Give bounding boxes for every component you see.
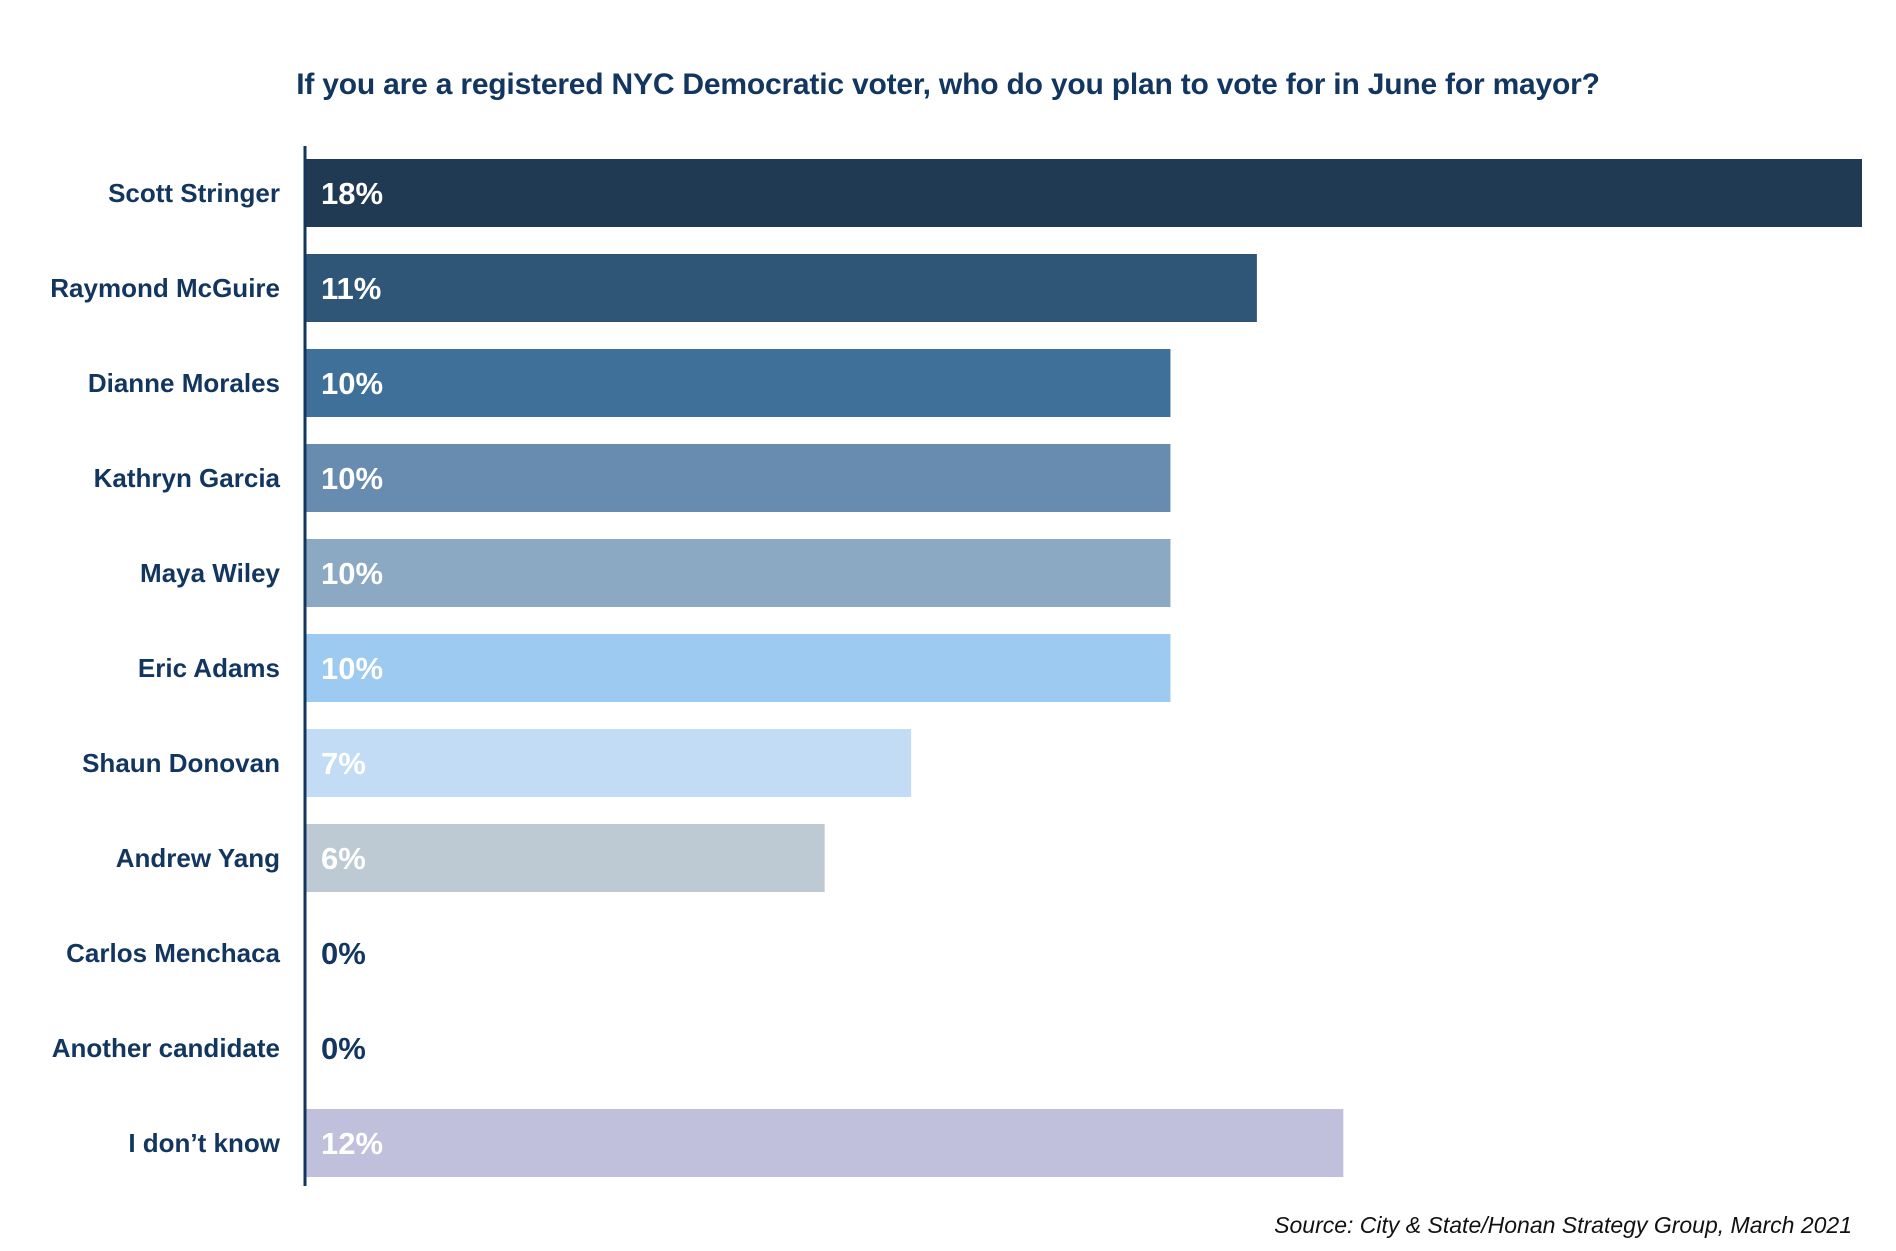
chart-source: Source: City & State/Honan Strategy Grou… <box>1274 1212 1852 1238</box>
value-label: 12% <box>321 1126 383 1161</box>
bar-1 <box>306 254 1257 322</box>
value-label: 10% <box>321 461 383 496</box>
category-label: Shaun Donovan <box>82 748 280 778</box>
bar-10 <box>306 1109 1344 1177</box>
bar-3 <box>306 444 1171 512</box>
category-label: Dianne Morales <box>88 368 280 398</box>
value-label: 10% <box>321 366 383 401</box>
bar-6 <box>306 729 912 797</box>
category-label: Scott Stringer <box>108 178 280 208</box>
category-label: Maya Wiley <box>140 558 280 588</box>
chart-title: If you are a registered NYC Democratic v… <box>296 68 1600 101</box>
category-label: Carlos Menchaca <box>66 938 280 968</box>
value-label: 6% <box>321 841 366 876</box>
value-label: 0% <box>321 1031 366 1066</box>
category-label: Eric Adams <box>138 653 280 683</box>
category-label: Raymond McGuire <box>50 273 280 303</box>
value-label: 11% <box>321 271 381 306</box>
category-label: Another candidate <box>52 1033 280 1063</box>
value-labels: 18% 11% 10% 10% 10% 10% 7% 6% 0% 0% 12% <box>321 176 383 1161</box>
bar-5 <box>306 634 1171 702</box>
category-label: Kathryn Garcia <box>94 463 281 493</box>
bar-0 <box>306 159 1862 227</box>
value-label: 10% <box>321 651 383 686</box>
value-label: 0% <box>321 936 366 971</box>
value-label: 7% <box>321 746 366 781</box>
bar-4 <box>306 539 1171 607</box>
bar-7 <box>306 824 825 892</box>
category-label: Andrew Yang <box>116 843 280 873</box>
bar-2 <box>306 349 1171 417</box>
value-label: 18% <box>321 176 383 211</box>
bars-layer <box>306 159 1862 1177</box>
category-label: I don’t know <box>128 1128 280 1158</box>
category-labels: Scott Stringer Raymond McGuire Dianne Mora… <box>50 178 280 1158</box>
value-label: 10% <box>321 556 383 591</box>
